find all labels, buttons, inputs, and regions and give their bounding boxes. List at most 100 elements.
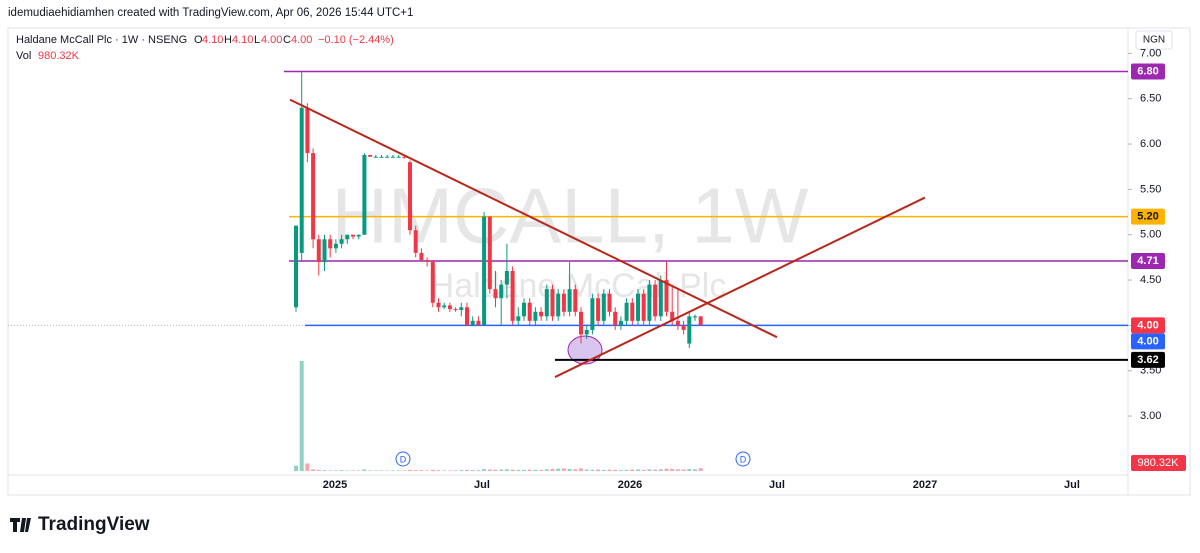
candle-body — [693, 316, 697, 318]
hline-label: 4.00 — [1137, 335, 1158, 347]
candle-body — [373, 156, 378, 158]
last-price-box — [1131, 317, 1165, 334]
volume-bar — [596, 469, 601, 471]
volume-bar — [658, 469, 663, 471]
candle-body — [442, 305, 447, 308]
candle-body — [356, 234, 361, 237]
candle-body — [596, 298, 601, 321]
dividend-label: D — [400, 454, 407, 464]
candle-body — [544, 289, 549, 317]
volume-bar — [533, 469, 538, 471]
l-label: L — [254, 34, 260, 46]
dividend-label: D — [740, 454, 747, 464]
hline-box — [1131, 333, 1165, 350]
candle-body — [470, 320, 475, 326]
volume-bar — [613, 469, 618, 471]
candle-body — [687, 316, 692, 344]
o-label: O — [194, 34, 203, 46]
candle-body — [482, 216, 487, 326]
volume-bar — [333, 470, 338, 471]
volume-bar — [522, 469, 526, 471]
candle-body — [675, 320, 680, 326]
hline-label: 6.80 — [1137, 65, 1158, 77]
candle-body — [299, 107, 304, 253]
volume-bar — [539, 469, 544, 471]
hline-box — [1131, 253, 1165, 270]
volume-bar — [339, 470, 344, 471]
candle-body — [487, 216, 492, 290]
volume-bar — [510, 469, 515, 471]
volume-bar — [328, 470, 333, 471]
candle-body — [522, 302, 526, 317]
volume-bar — [311, 469, 316, 471]
candle-body — [573, 289, 578, 312]
candle-body — [664, 280, 669, 312]
candle-body — [311, 153, 316, 240]
c-value: 4.00 — [291, 34, 312, 46]
last-price-label: 4.00 — [1137, 319, 1158, 331]
time-label: 2026 — [618, 479, 642, 491]
candle-body — [533, 311, 538, 321]
volume-bar — [618, 470, 623, 471]
candle-body — [590, 298, 595, 330]
volume-bar — [630, 469, 635, 471]
volume-bar — [373, 470, 378, 471]
currency[interactable]: NGN — [1143, 35, 1165, 46]
candle-body — [328, 239, 333, 249]
candle-body — [390, 156, 395, 158]
candle-body — [504, 270, 509, 285]
candle-body — [294, 225, 298, 308]
candle-body — [653, 284, 658, 317]
volume-bar — [299, 361, 304, 471]
candle-body — [339, 239, 344, 244]
candle-body — [658, 280, 663, 317]
candle-body — [362, 154, 367, 235]
l-value: 4.00 — [261, 34, 282, 46]
candle-body — [419, 252, 424, 261]
candle-body — [636, 293, 640, 321]
candle-body — [556, 293, 561, 317]
candle-body — [630, 302, 635, 321]
y-tick-label: 5.00 — [1140, 229, 1161, 241]
candle-body — [647, 284, 652, 321]
legend: Haldane McCall Plc · 1W · NSENG O 4.10 H… — [16, 34, 394, 62]
volume-bar — [316, 469, 321, 471]
candle-body — [601, 293, 606, 321]
candle-body — [499, 284, 504, 299]
volume-bar — [430, 469, 435, 471]
vol-value: 980.32K — [38, 50, 80, 62]
volume-bar — [681, 469, 686, 471]
candle-body — [459, 307, 464, 310]
time-label: 2025 — [323, 479, 347, 491]
volume-bar — [641, 469, 646, 471]
volume-bar — [379, 470, 384, 471]
volume-bar — [396, 470, 401, 471]
candle-body — [368, 154, 373, 157]
logo: TradingView — [10, 514, 150, 535]
candle-body — [305, 107, 310, 154]
currency-box[interactable] — [1135, 30, 1173, 50]
y-tick-label: 6.50 — [1140, 93, 1161, 105]
volume-bar — [556, 468, 561, 471]
hline-box — [1131, 208, 1165, 225]
time-label: Jul — [1064, 479, 1080, 491]
y-tick-label: 3.00 — [1140, 410, 1161, 422]
candle-body — [408, 162, 412, 231]
volume-bar — [419, 470, 424, 471]
volume-bar — [664, 468, 669, 471]
candle-body — [510, 270, 515, 321]
dividend-marker — [735, 451, 751, 467]
volume-bar — [579, 468, 583, 471]
symbol: Haldane McCall Plc · 1W · NSENG — [16, 34, 187, 46]
candle-body — [516, 316, 521, 321]
volume-bar — [470, 470, 475, 471]
volume-bar — [465, 469, 469, 471]
candle-body — [567, 289, 572, 312]
h-value: 4.10 — [232, 34, 253, 46]
candle-body — [493, 289, 498, 299]
volume-box — [1131, 455, 1186, 471]
volume-bar — [442, 470, 447, 471]
y-tick-label: 7.00 — [1140, 47, 1161, 59]
volume-bar — [544, 469, 549, 471]
